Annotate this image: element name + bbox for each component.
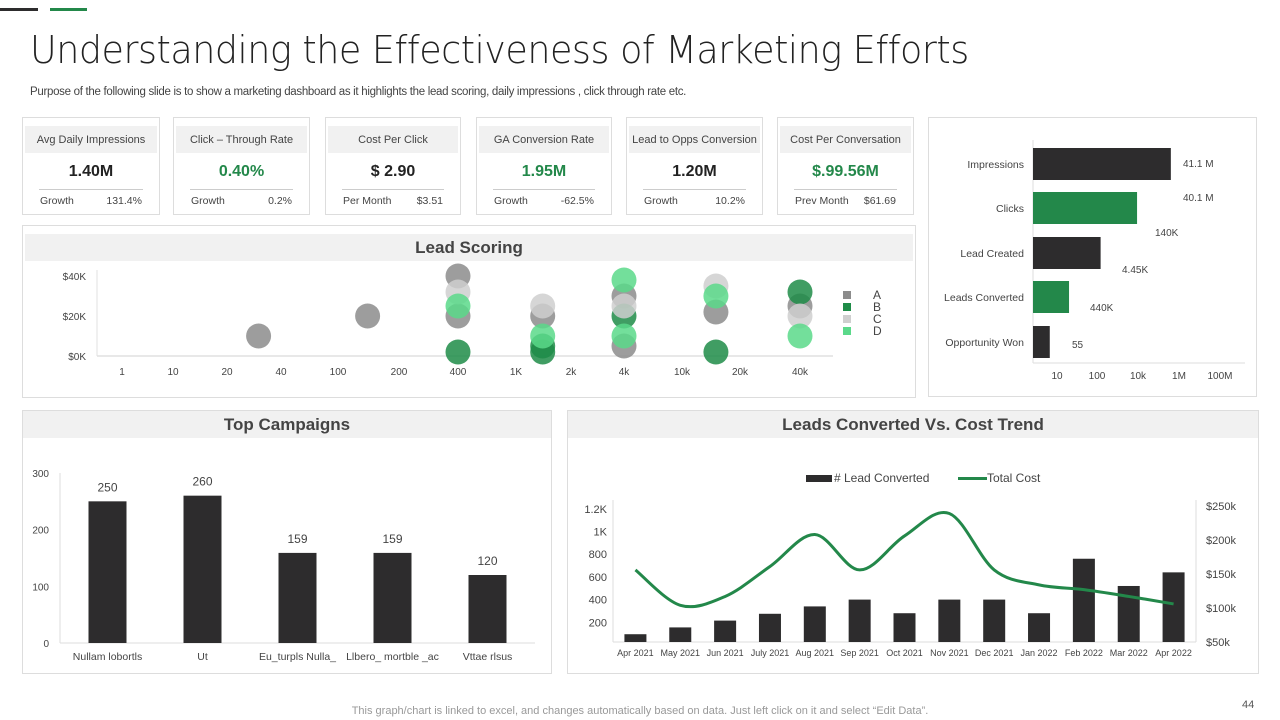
bubble-D: [787, 323, 813, 349]
bubble-C: [611, 293, 637, 319]
legend-label-B: B: [873, 300, 881, 314]
x-tick-label: 20: [221, 367, 233, 378]
x-tick-label: 100: [330, 367, 347, 378]
kpi-card: Click – Through Rate 0.40% Growth 0.2%: [173, 117, 310, 215]
kpi-foot-value: 10.2%: [715, 195, 745, 207]
x-tick-label: 2k: [566, 367, 578, 378]
y-tick-label: $0K: [68, 352, 86, 363]
kpi-label: Avg Daily Impressions: [25, 126, 157, 153]
kpi-foot-label: Prev Month: [795, 195, 849, 207]
legend-swatch-B: [843, 303, 851, 311]
bubble-D: [703, 283, 729, 309]
bubble-B: [445, 339, 471, 365]
bubble-D: [611, 323, 637, 349]
page-number: 44: [1242, 699, 1255, 711]
kpi-foot-value: 0.2%: [268, 195, 292, 207]
kpi-card: Avg Daily Impressions 1.40M Growth 131.4%: [22, 117, 160, 215]
lead-scoring-title: Lead Scoring: [25, 234, 913, 261]
kpi-value: $ 2.90: [370, 163, 416, 180]
kpi-card: Cost Per Click $ 2.90 Per Month $3.51: [325, 117, 461, 215]
funnel-panel: [928, 117, 1257, 397]
kpi-value: 0.40%: [218, 163, 265, 180]
legend-swatch-A: [843, 291, 851, 299]
kpi-card: Lead to Opps Conversion 1.20M Growth 10.2…: [626, 117, 763, 215]
x-tick-label: 40: [275, 367, 287, 378]
bubble-A: [246, 323, 272, 349]
kpi-divider: [493, 189, 595, 190]
x-tick-label: 10k: [674, 367, 691, 378]
kpi-value: 1.40M: [68, 163, 114, 180]
legend-label-D: D: [873, 324, 882, 338]
kpi-label: Cost Per Click: [328, 126, 458, 153]
kpi-card: GA Conversion Rate 1.95M Growth -62.5%: [476, 117, 612, 215]
leads-cost-panel: Leads Converted Vs. Cost Trend: [567, 410, 1259, 674]
bubble-D: [611, 267, 637, 293]
bubble-B: [787, 279, 813, 305]
kpi-foot-label: Per Month: [343, 195, 392, 207]
kpi-value: $.99.56M: [812, 163, 879, 180]
x-tick-label: 1: [119, 367, 125, 378]
kpi-label: Cost Per Conversation: [780, 126, 911, 153]
kpi-divider: [643, 189, 746, 190]
bubble-D: [445, 293, 471, 319]
y-tick-label: $20K: [63, 312, 87, 323]
y-tick-label: $40K: [63, 272, 87, 283]
kpi-divider: [190, 189, 293, 190]
x-tick-label: 20k: [732, 367, 749, 378]
x-tick-label: 1K: [510, 367, 523, 378]
page-subtitle: Purpose of the following slide is to sho…: [30, 86, 687, 98]
top-campaigns-panel: Top Campaigns: [22, 410, 552, 674]
kpi-foot-label: Growth: [191, 195, 225, 207]
top-campaigns-title: Top Campaigns: [23, 411, 551, 438]
kpi-label: Click – Through Rate: [176, 126, 307, 153]
kpi-value: 1.20M: [672, 163, 717, 180]
legend-swatch-C: [843, 315, 851, 323]
kpi-label: GA Conversion Rate: [479, 126, 609, 153]
bubble-A: [355, 303, 381, 329]
bubble-D: [530, 323, 556, 349]
page-title: Understanding the Effectiveness of Marke…: [30, 28, 969, 72]
x-tick-label: 40k: [792, 367, 809, 378]
legend-label-C: C: [873, 312, 882, 326]
kpi-foot-value: 131.4%: [106, 195, 142, 207]
kpi-foot-value: $3.51: [416, 195, 443, 207]
footer-note: This graph/chart is linked to excel, and…: [351, 705, 929, 717]
x-tick-label: 4k: [619, 367, 631, 378]
kpi-foot-value: -62.5%: [560, 195, 594, 207]
kpi-foot-value: $61.69: [863, 195, 896, 207]
kpi-divider: [794, 189, 897, 190]
legend-swatch-D: [843, 327, 851, 335]
x-tick-label: 400: [450, 367, 467, 378]
x-tick-label: 10: [167, 367, 179, 378]
kpi-divider: [342, 189, 444, 190]
kpi-divider: [39, 189, 143, 190]
kpi-value: 1.95M: [521, 163, 567, 180]
legend-label-A: A: [873, 288, 881, 302]
accent-bar-green: [50, 8, 87, 11]
kpi-foot-label: Growth: [40, 195, 74, 207]
bubble-C: [787, 303, 813, 329]
bubble-C: [530, 293, 556, 319]
kpi-foot-label: Growth: [494, 195, 528, 207]
accent-bar-dark: [0, 8, 38, 11]
kpi-foot-label: Growth: [644, 195, 678, 207]
bubble-B: [703, 339, 729, 365]
x-tick-label: 200: [391, 367, 408, 378]
leads-cost-title: Leads Converted Vs. Cost Trend: [568, 411, 1258, 438]
kpi-card: Cost Per Conversation $.99.56M Prev Mont…: [777, 117, 914, 215]
kpi-label: Lead to Opps Conversion: [629, 126, 760, 153]
